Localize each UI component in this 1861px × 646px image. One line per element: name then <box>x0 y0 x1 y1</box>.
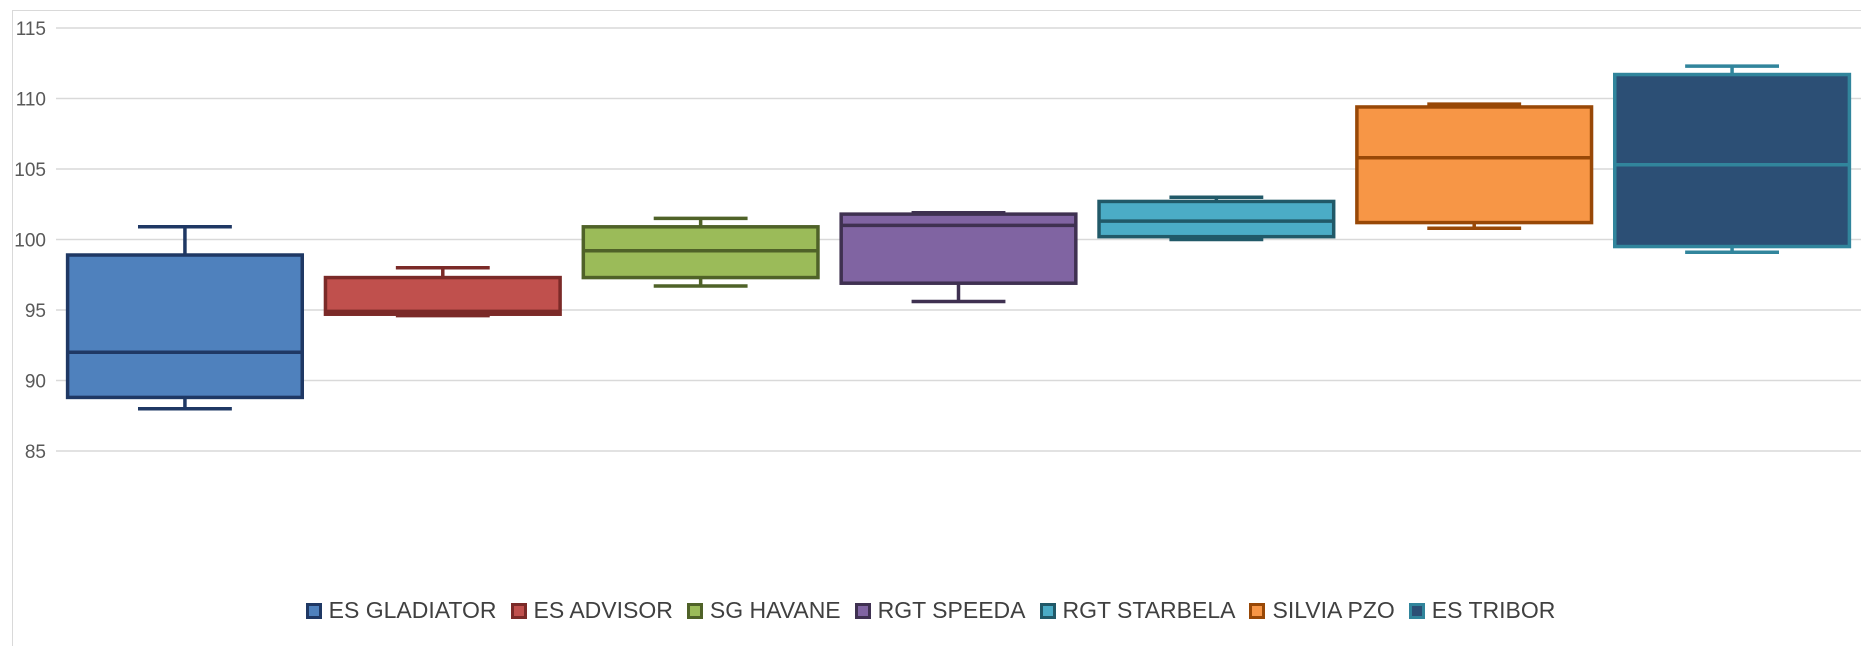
legend-swatch <box>510 602 527 619</box>
y-tick-label: 105 <box>14 160 46 181</box>
y-tick-label: 100 <box>14 231 46 252</box>
box-rgt-speeda <box>839 210 1078 304</box>
box-es-gladiator <box>65 225 305 411</box>
box-iqr <box>1355 105 1594 225</box>
box-silvia-pzo <box>1355 102 1594 230</box>
legend-swatch <box>686 602 703 619</box>
legend-item: ES GLADIATOR <box>305 597 497 624</box>
legend-label: SG HAVANE <box>709 597 841 623</box>
legend-label: ES TRIBOR <box>1431 597 1556 623</box>
boxplot-chart: 85 90 95 100 105 110 115 <box>14 19 1861 463</box>
box-es-advisor <box>323 265 562 318</box>
legend-label: RGT STARBELA <box>1062 597 1236 623</box>
box-sg-havane <box>581 216 820 288</box>
y-tick-label: 110 <box>16 90 46 111</box>
box-iqr <box>65 253 305 400</box>
legend-item: RGT SPEEDA <box>854 597 1026 624</box>
y-tick-label: 115 <box>16 19 46 40</box>
legend-item: SG HAVANE <box>686 597 841 624</box>
legend-swatch <box>854 602 871 619</box>
box-es-tribor <box>1612 64 1852 254</box>
legend-item: ES TRIBOR <box>1408 597 1556 624</box>
legend-swatch <box>1408 602 1425 619</box>
legend-item: ES ADVISOR <box>510 597 673 624</box>
legend: ES GLADIATOR ES ADVISOR SG HAVANE RGT SPEED… <box>0 597 1861 624</box>
y-tick-label: 90 <box>25 372 46 393</box>
y-axis-ticks: 85 90 95 100 105 110 115 <box>14 19 46 463</box>
legend-label: ES ADVISOR <box>533 597 673 623</box>
legend-item: RGT STARBELA <box>1039 597 1236 624</box>
legend-label: RGT SPEEDA <box>877 597 1026 623</box>
box-iqr <box>1612 72 1852 249</box>
legend-swatch <box>305 602 322 619</box>
y-tick-label: 85 <box>25 442 46 463</box>
box-rgt-starbela <box>1097 195 1336 242</box>
y-tick-label: 95 <box>25 301 46 322</box>
boxes <box>65 64 1852 411</box>
legend-item: SILVIA PZO <box>1249 597 1395 624</box>
legend-swatch <box>1249 602 1266 619</box>
legend-label: SILVIA PZO <box>1272 597 1395 623</box>
legend-label: ES GLADIATOR <box>328 597 497 623</box>
legend-swatch <box>1039 602 1056 619</box>
box-iqr <box>323 275 562 316</box>
box-iqr <box>1097 199 1336 239</box>
